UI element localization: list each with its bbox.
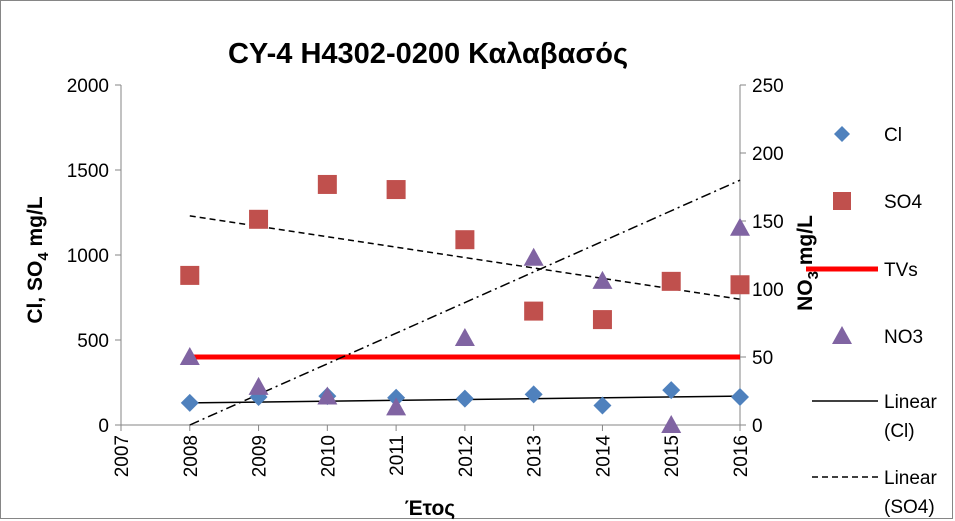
legend-item-linear-so4-: Linear (SO4) — [812, 468, 937, 518]
y-left-tick-label: 1500 — [67, 161, 109, 182]
no3-point — [592, 270, 613, 289]
x-tick-label: 2012 — [456, 435, 477, 477]
so4-point — [661, 271, 681, 291]
so4-point — [524, 301, 544, 321]
legend-square-icon — [833, 192, 851, 210]
no3-point — [730, 217, 750, 236]
cl-point — [524, 385, 543, 404]
legend: Cl SO4 TVs NO3 Linear (Cl) Linear (SO4) — [806, 125, 937, 518]
so4-point — [592, 310, 612, 330]
no3-point — [454, 327, 475, 346]
cl-point — [731, 387, 749, 406]
x-tick-label: 2007 — [112, 435, 133, 477]
cl-point — [180, 393, 199, 412]
so4-point — [249, 209, 269, 229]
legend-label: NO3 — [884, 327, 923, 348]
no3-point — [523, 247, 544, 266]
legend-label-2: (SO4) — [884, 497, 935, 518]
legend-label: TVs — [884, 260, 918, 281]
legend-triangle-icon — [832, 326, 852, 344]
y-right-tick-label: 0 — [752, 416, 763, 437]
x-tick-label: 2009 — [250, 435, 271, 477]
no3-point — [386, 397, 407, 416]
legend-item-no3: NO3 — [832, 326, 923, 348]
y-right-tick-label: 50 — [752, 348, 773, 369]
legend-item-tvs: TVs — [806, 260, 918, 281]
no3-point — [248, 376, 269, 395]
x-axis-label: Έτος — [405, 497, 456, 520]
y-left-tick-label: 0 — [98, 416, 109, 437]
axes: 0 500 1000 1500 2000 0 50 100 150 200 250 2007 2008 2… — [24, 76, 822, 477]
y-left-tick-label: 2000 — [67, 76, 109, 97]
x-tick-label: 2011 — [387, 435, 408, 476]
legend-item-so4: SO4 — [833, 192, 922, 213]
y-left-tick-label: 1000 — [67, 246, 109, 267]
cl-point — [455, 389, 474, 408]
legend-item-linear-cl-: Linear (Cl) — [812, 392, 937, 442]
so4-point — [180, 265, 200, 285]
y-axis-right-label: NO3 mg/L — [794, 215, 822, 311]
so4-point — [317, 174, 337, 194]
cl-point — [662, 381, 681, 400]
x-tick-label: 2016 — [731, 435, 752, 477]
y-right-tick-label: 250 — [752, 76, 784, 97]
linear-so4-trendline — [189, 215, 741, 300]
so4-point — [455, 230, 475, 250]
x-tick-label: 2014 — [593, 435, 614, 478]
no3-point — [661, 415, 682, 433]
legend-item-cl: Cl — [834, 125, 902, 146]
y-axis-left-label: Cl, SO4 mg/L — [24, 196, 52, 324]
so4-point — [730, 275, 750, 295]
cl-point — [593, 396, 612, 415]
y-left-tick-label: 500 — [77, 331, 109, 352]
x-tick-label: 2013 — [525, 435, 546, 477]
legend-label: Linear — [884, 468, 937, 489]
x-tick-label: 2015 — [662, 435, 683, 477]
no3-trendline — [189, 179, 741, 426]
no3-point — [317, 386, 338, 405]
chart-title: CY-4 H4302-0200 Καλαβασός — [228, 38, 628, 70]
no3-point — [179, 347, 200, 365]
y-right-tick-label: 150 — [752, 212, 784, 233]
y-right-tick-label: 100 — [752, 280, 784, 301]
legend-label-2: (Cl) — [884, 421, 915, 442]
legend-diamond-icon — [834, 126, 850, 142]
y-right-tick-label: 200 — [752, 144, 784, 165]
legend-label: SO4 — [884, 192, 922, 213]
so4-point — [386, 180, 406, 200]
legend-label: Linear — [884, 392, 937, 413]
legend-label: Cl — [884, 125, 902, 146]
x-tick-label: 2008 — [181, 435, 202, 477]
plot-marks — [179, 174, 750, 433]
x-tick-label: 2010 — [318, 435, 339, 477]
